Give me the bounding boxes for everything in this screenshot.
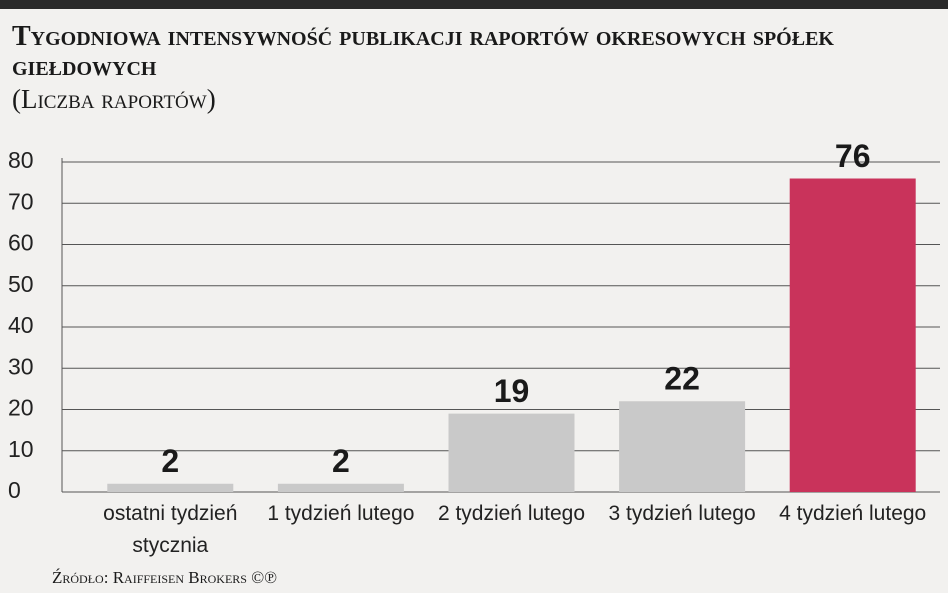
top-bar: [0, 0, 948, 9]
x-tick-label: 1 tydzień lutego: [267, 502, 415, 525]
bar: [277, 483, 404, 492]
value-label: 76: [835, 138, 871, 174]
x-tick-label: 3 tydzień lutego: [608, 502, 756, 525]
y-tick-label: 60: [8, 230, 34, 256]
y-tick-label: 80: [8, 147, 34, 173]
bar: [789, 178, 916, 492]
source-note: Źródło: Raiffeisen Brokers ©℗: [52, 568, 278, 587]
x-tick-label: ostatni tydzień stycznia: [103, 502, 238, 557]
value-label: 2: [161, 443, 179, 479]
y-tick-label: 50: [8, 271, 34, 297]
bar: [107, 483, 234, 492]
y-tick-label: 70: [8, 188, 34, 214]
chart-subtitle: (Liczba raportów): [12, 84, 216, 114]
value-label: 2: [332, 443, 350, 479]
x-tick-label: 4 tydzień lutego: [779, 502, 927, 525]
value-label: 19: [494, 373, 530, 409]
y-tick-label: 0: [8, 477, 21, 503]
bar: [448, 413, 575, 492]
y-tick-label: 40: [8, 312, 34, 338]
value-label: 22: [664, 361, 700, 397]
x-tick-label: 2 tydzień lutego: [437, 502, 586, 525]
y-tick-label: 20: [8, 395, 34, 421]
y-tick-label: 10: [8, 436, 34, 462]
bar: [619, 401, 746, 492]
chart-title: Tygodniowa intensywność publikacji rapor…: [12, 21, 834, 82]
y-tick-label: 30: [8, 353, 34, 379]
